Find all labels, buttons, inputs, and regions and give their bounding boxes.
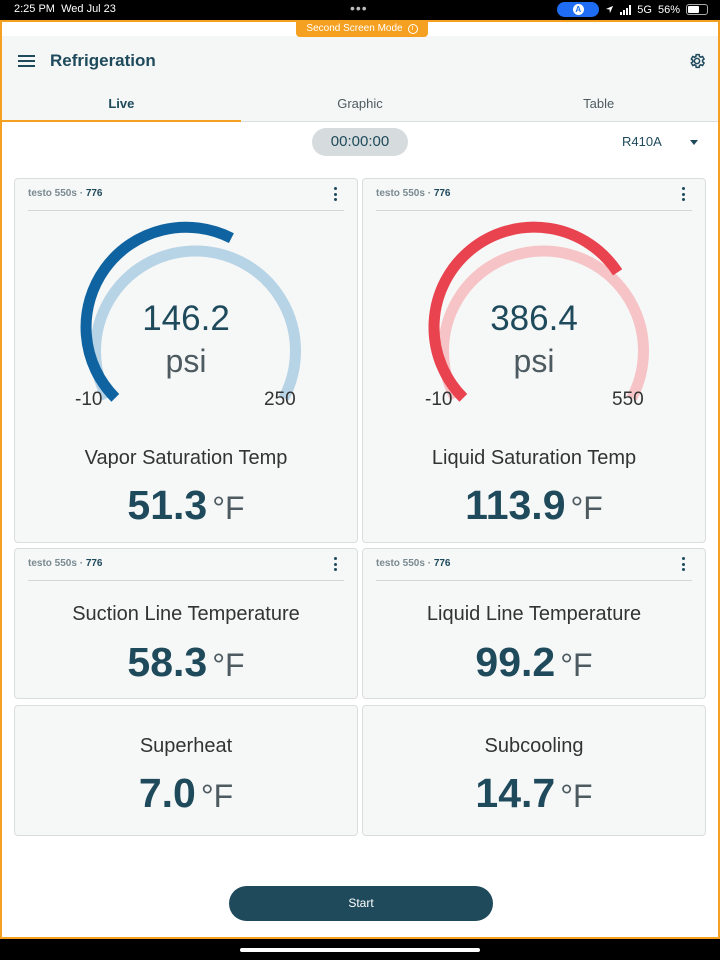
card-header: testo 550s · 776 bbox=[376, 179, 692, 211]
measurement-label: Vapor Saturation Temp bbox=[84, 447, 288, 469]
multitasking-dots[interactable]: ••• bbox=[350, 0, 368, 16]
banner-label: Second Screen Mode bbox=[306, 23, 403, 34]
probe-label: testo 550s · 776 bbox=[28, 558, 103, 569]
card-header: testo 550s · 776 bbox=[28, 549, 344, 581]
measurement-label: Subcooling bbox=[484, 735, 584, 757]
gauge-track bbox=[438, 245, 649, 401]
probe-label: testo 550s · 776 bbox=[28, 188, 103, 199]
timer-display: 00:00:00 bbox=[312, 128, 408, 156]
probe-label: testo 550s · 776 bbox=[376, 188, 451, 199]
measurement-value: 14.7 °F bbox=[475, 770, 593, 816]
tab-table[interactable]: Table bbox=[583, 96, 615, 111]
second-screen-banner[interactable]: Second Screen Mode i bbox=[296, 20, 428, 37]
probe-label: testo 550s · 776 bbox=[376, 558, 451, 569]
status-indicators: A 5G 56% bbox=[557, 2, 708, 17]
location-arrow-icon bbox=[606, 5, 614, 14]
more-options-icon[interactable] bbox=[682, 557, 686, 571]
measurement-value: 58.3 °F bbox=[127, 639, 245, 685]
gauge-fill bbox=[80, 221, 234, 402]
start-button[interactable]: Start bbox=[229, 886, 493, 921]
tab-graphic[interactable]: Graphic bbox=[337, 96, 383, 111]
gauge-unit: psi bbox=[513, 343, 555, 379]
measurement-value: 51.3 °F bbox=[127, 482, 245, 528]
app-bar: Refrigeration bbox=[2, 36, 718, 86]
more-options-icon[interactable] bbox=[334, 557, 338, 571]
liquid-temp-card: testo 550s · 776 Liquid Line Temperature… bbox=[362, 548, 706, 699]
more-options-icon[interactable] bbox=[682, 187, 686, 201]
measurement-label: Suction Line Temperature bbox=[72, 603, 300, 625]
gauge-value: 146.2 bbox=[142, 299, 230, 338]
gauge-unit: psi bbox=[165, 343, 207, 379]
home-indicator[interactable] bbox=[0, 939, 720, 960]
location-pill: A bbox=[557, 2, 600, 17]
high-pressure-card: testo 550s · 776 386.4 psi -10 550 Liqui… bbox=[362, 178, 706, 543]
gauge-max: 550 bbox=[612, 389, 644, 410]
info-icon: i bbox=[407, 23, 418, 34]
network-label: 5G bbox=[637, 3, 652, 16]
pressure-gauge-high bbox=[428, 221, 649, 402]
gauge-track bbox=[90, 245, 301, 401]
measurement-value: 7.0 °F bbox=[138, 770, 234, 816]
measurement-label: Superheat bbox=[139, 735, 233, 757]
gauge-max: 250 bbox=[264, 389, 296, 410]
gauge-min: -10 bbox=[75, 389, 103, 410]
app-window: Refrigeration Second Screen Mode i Live … bbox=[0, 20, 720, 939]
hamburger-menu-icon[interactable] bbox=[18, 55, 35, 67]
pressure-gauge-low bbox=[80, 221, 301, 402]
status-time: 2:25 PM Wed Jul 23 bbox=[14, 3, 116, 15]
gauge-min: -10 bbox=[425, 389, 453, 410]
card-header: testo 550s · 776 bbox=[376, 549, 692, 581]
tab-live[interactable]: Live bbox=[2, 86, 241, 122]
suction-temp-card: testo 550s · 776 Suction Line Temperatur… bbox=[14, 548, 358, 699]
card-header: testo 550s · 776 bbox=[28, 179, 344, 211]
tab-bar: Live Graphic Table bbox=[2, 86, 718, 122]
gauge-fill bbox=[428, 221, 623, 402]
measurement-label: Liquid Line Temperature bbox=[426, 603, 642, 625]
battery-icon bbox=[686, 4, 708, 15]
status-bar: 2:25 PM Wed Jul 23 ••• A 5G 56% bbox=[0, 0, 720, 20]
measurement-value: 99.2 °F bbox=[475, 639, 593, 685]
battery-percent: 56% bbox=[657, 3, 680, 16]
measurement-label: Liquid Saturation Temp bbox=[431, 447, 637, 469]
signal-icon bbox=[620, 4, 632, 15]
gear-icon[interactable] bbox=[688, 52, 706, 70]
measurement-value: 113.9 °F bbox=[465, 482, 603, 528]
refrigerant-select[interactable]: R410A bbox=[622, 134, 662, 149]
low-pressure-card: testo 550s · 776 146.2 psi -10 250 Vapor… bbox=[14, 178, 358, 543]
subcooling-card: Subcooling 14.7 °F bbox=[362, 705, 706, 836]
page-title: Refrigeration bbox=[50, 51, 156, 70]
more-options-icon[interactable] bbox=[334, 187, 338, 201]
superheat-card: Superheat 7.0 °F bbox=[14, 705, 358, 836]
gauge-value: 386.4 bbox=[490, 299, 578, 338]
chevron-down-icon[interactable] bbox=[690, 140, 698, 145]
